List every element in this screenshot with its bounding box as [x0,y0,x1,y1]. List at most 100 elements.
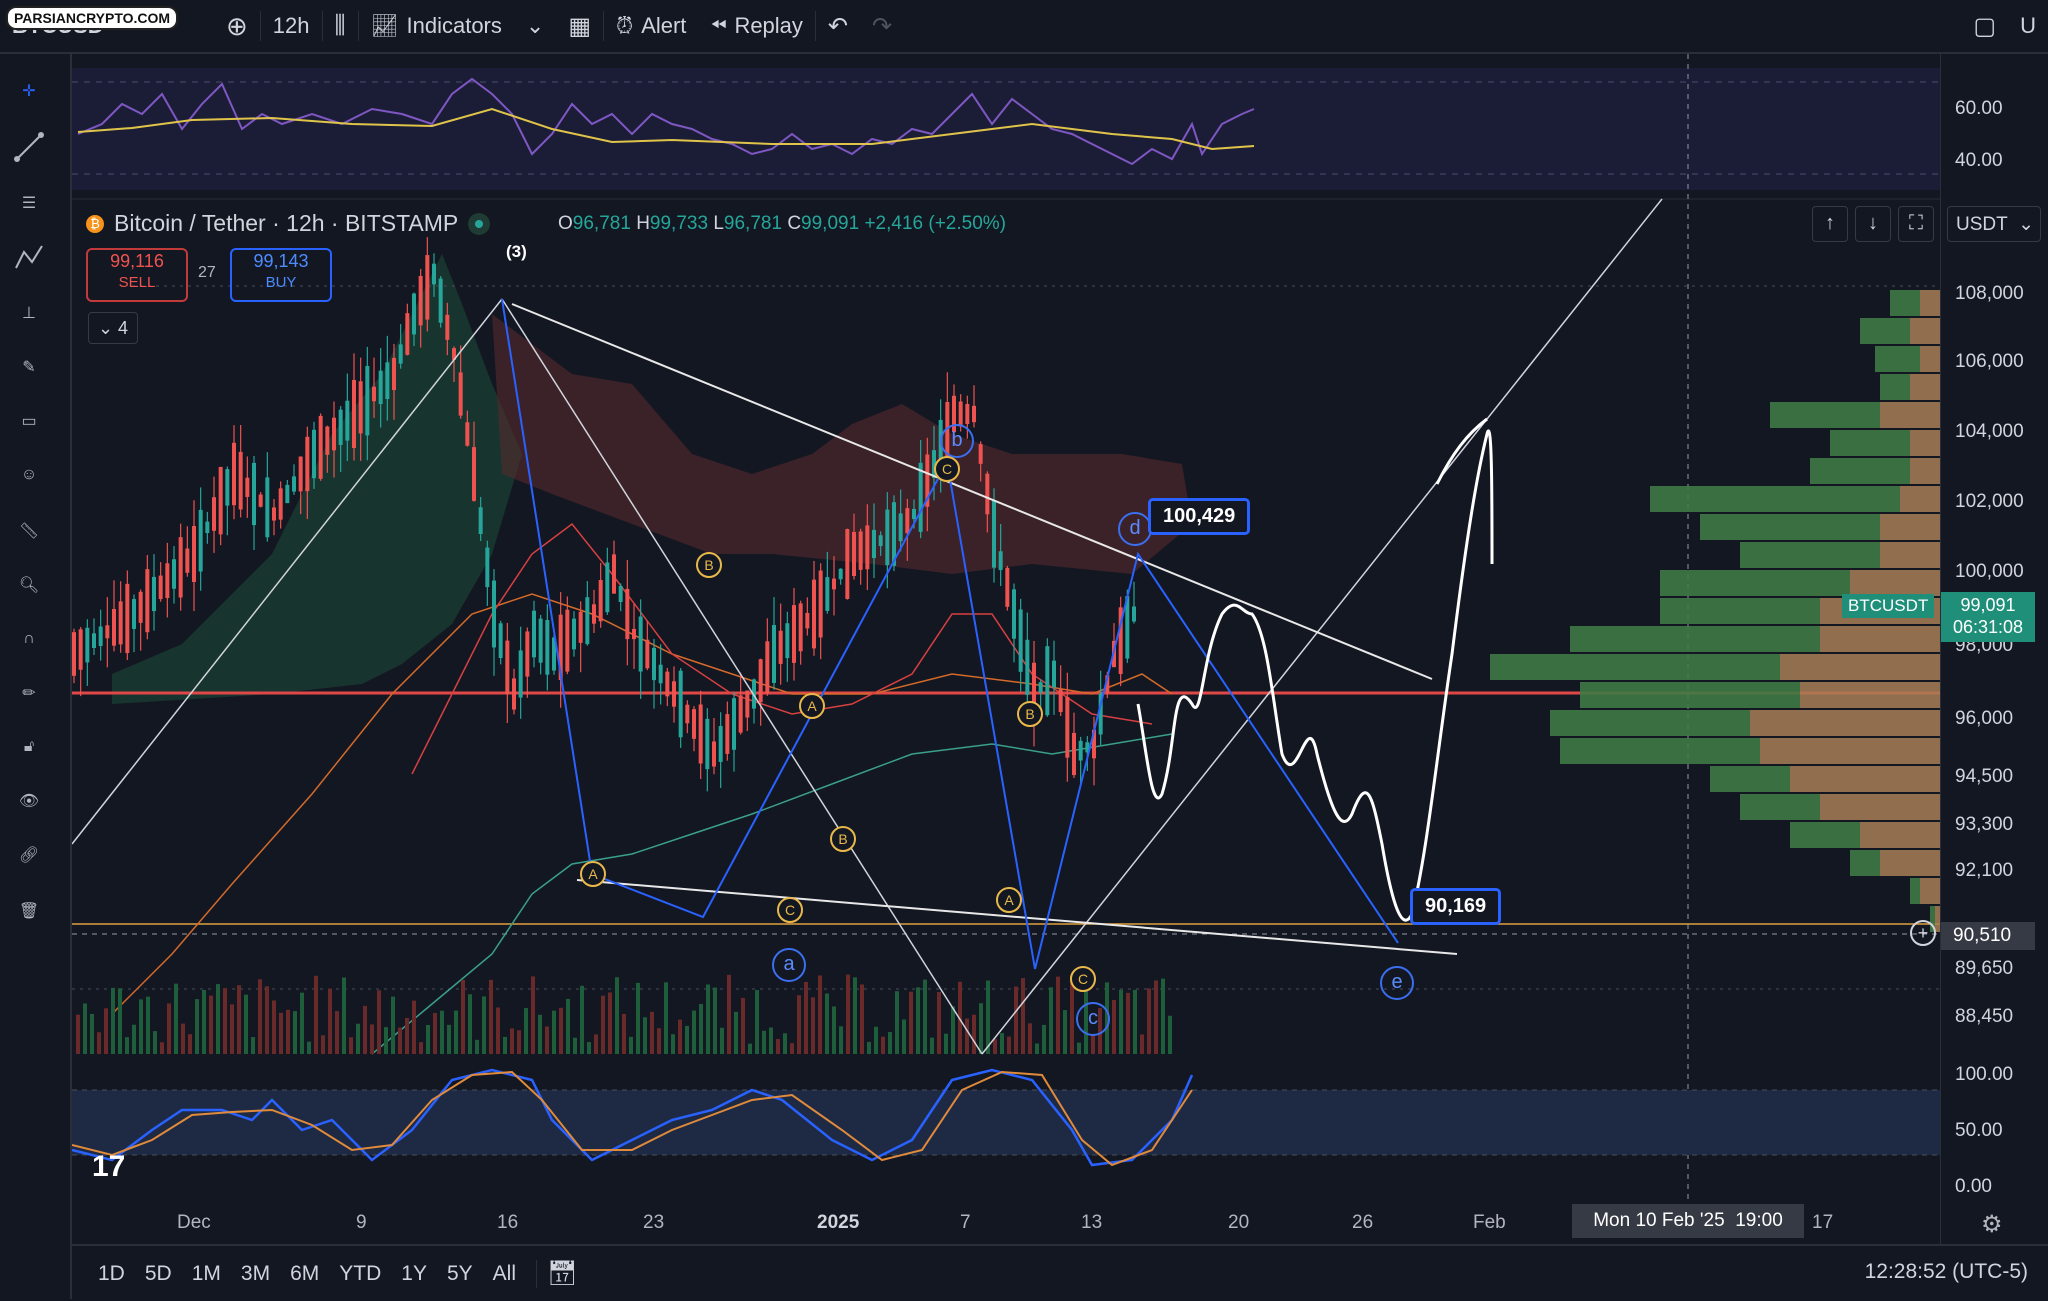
chevron-down-icon: ⌄ [525,13,545,38]
candle-body [545,620,550,675]
target-high-box[interactable]: 100,429 [1148,498,1251,535]
undo-button[interactable]: ↶ [816,0,860,52]
range-button[interactable]: 6M [290,1261,320,1285]
trash-icon[interactable]: 🗑︎ [18,903,40,920]
range-button[interactable]: 3M [240,1261,271,1285]
rsi-tick: 60.00 [1955,98,2003,119]
volume-bar [944,1033,948,1054]
volume-bar [545,1026,549,1054]
separator [814,11,816,41]
clock-label[interactable]: 12:28:52 (UTC-5) [1864,1260,2028,1283]
time-tick: 13 [1081,1212,1103,1233]
candle-body [625,588,630,640]
compare-button[interactable]: ⊕ [214,0,260,52]
volume-bar [181,1023,185,1054]
pencil-lock-icon[interactable]: ✏︎ [22,685,36,702]
interval-button[interactable]: 12h [261,0,322,52]
volume-bar [692,1010,696,1054]
volume-bar [643,1017,647,1054]
comment-icon[interactable]: ▭ [21,413,37,430]
candle-body [678,670,683,738]
range-button[interactable]: 5D [144,1261,172,1285]
symbol-tag: BTCUSDT [1842,594,1935,618]
candle-body [632,628,636,640]
lock-icon[interactable]: 🔓︎ [23,738,35,755]
magnet-icon[interactable]: ∩ [23,630,35,647]
smiley-icon[interactable]: ☺ [20,466,38,483]
volume-bar [895,991,899,1054]
volume-profile-row [1900,486,1940,512]
candle-body [725,714,730,754]
time-tick: 16 [497,1212,519,1233]
ruler-icon[interactable]: 📏︎ [18,523,40,540]
crosshair-icon[interactable]: ✛ [22,83,36,100]
templates-button[interactable]: ▦ [556,0,603,52]
projection-sketch-tail [1435,417,1488,485]
candle-body [245,477,250,497]
range-button[interactable]: All [492,1261,516,1285]
fib-icon[interactable]: ☰ [21,195,37,212]
volume-bar [1028,1023,1032,1054]
high-value: 99,733 [649,213,709,234]
candle-body [785,623,790,659]
price-chart[interactable] [72,54,1940,1244]
volume-profile-row [1810,458,1910,484]
arrow-up-icon[interactable]: ↑ [1812,206,1848,242]
settings-gear-icon[interactable]: ⚙ [1981,1211,2003,1238]
candle-body [905,508,910,534]
arrow-down-icon[interactable]: ↓ [1855,206,1891,242]
chart-type-button[interactable]: ⫼ [323,0,358,52]
pattern-icon[interactable] [12,240,46,274]
price-tick: 93,300 [1955,814,2014,835]
volume-bar [713,987,717,1054]
volume-bar [125,1037,129,1054]
replay-button[interactable]: ⏪︎ Replay [698,0,814,52]
user-menu[interactable]: U [2008,0,2048,52]
candle-body [845,529,850,599]
range-button[interactable]: 1Y [401,1261,427,1285]
range-button[interactable]: 1M [191,1261,221,1285]
stoch-pane [72,1068,1940,1167]
volume-profile-row [1890,290,1920,316]
eye-icon[interactable]: 👁︎ [18,793,40,810]
alert-button[interactable]: ⏰︎ Alert [604,0,698,52]
currency-select[interactable]: USDT ⌄ [1947,206,2041,242]
redo-button[interactable]: ↷ [860,0,904,52]
price-axis[interactable]: 60.00 40.00 USDT ⌄ 108,000 106,000 104,0… [1940,54,2048,1244]
indicator-count: 4 [118,318,129,338]
volume-bar [524,1008,528,1054]
fullscreen-icon[interactable]: ⛶ [1898,206,1934,242]
range-button[interactable]: YTD [339,1261,382,1285]
volume-bar [517,1030,521,1054]
layout-button[interactable]: ▢ [1961,0,2008,52]
candle-body [472,447,476,501]
brush-icon[interactable]: ✎ [22,359,36,376]
zoom-icon[interactable]: 🔍︎ [18,577,40,594]
add-alert-icon[interactable]: + [1910,920,1936,946]
chart-title[interactable]: Bitcoin / Tether · 12h · BITSTAMP [114,210,459,236]
volume-bar [195,999,199,1054]
link-icon[interactable]: 🔗︎ [18,847,40,864]
indicators-dropdown[interactable]: ⌄ [514,0,556,52]
subwave-label: C [777,897,803,923]
range-button[interactable]: 1D [98,1261,125,1285]
indicators-button[interactable]: 📈︎ Indicators [359,0,514,52]
separator [536,1259,537,1288]
candle-body [72,632,76,676]
indicators-collapse-button[interactable]: ⌄ 4 [88,312,138,344]
crosshair-time-badge: Mon 10 Feb '25 19:00 [1572,1204,1804,1238]
trendline-icon[interactable] [12,130,46,164]
target-low-box[interactable]: 90,169 [1410,888,1502,925]
market-status-icon [468,212,491,235]
volume-bar [1168,1015,1172,1054]
range-button[interactable]: 5Y [446,1261,473,1285]
buy-button[interactable]: 99,143 BUY [230,248,332,302]
candle-body [818,570,823,638]
volume-bar [391,996,395,1054]
candle-body [685,704,690,724]
crosshair-price-badge: 90,510 [1941,922,2035,950]
goto-date-icon[interactable]: 📅︎ [547,1260,578,1287]
sell-button[interactable]: 99,116 SELL [86,248,188,302]
measure-vertical-icon[interactable]: ⊥ [22,305,36,322]
volume-bar [580,985,584,1054]
